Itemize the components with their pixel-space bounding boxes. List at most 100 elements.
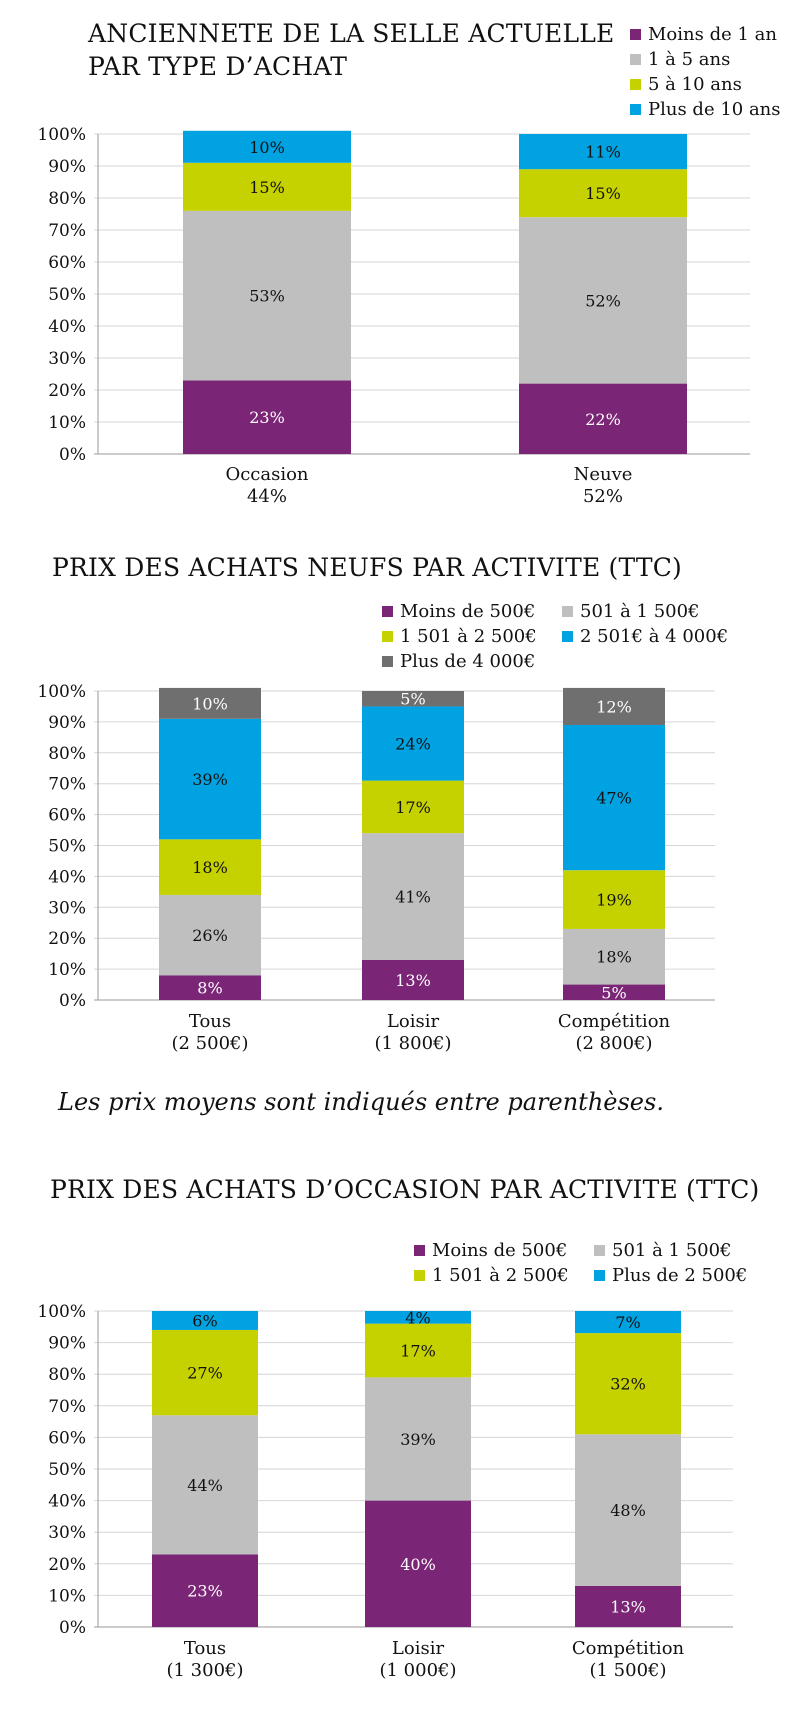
chart-title-line-2: PAR TYPE D’ACHAT <box>88 52 348 81</box>
legend-item: 501 à 1 500€ <box>562 599 700 624</box>
legend-item: 2 501€ à 4 000€ <box>562 624 728 649</box>
bar-segment <box>362 691 464 707</box>
data-label: 27% <box>187 1364 223 1383</box>
chart-anciennete: ANCIENNETE DE LA SELLE ACTUELLE PAR TYPE… <box>0 0 800 530</box>
legend-item: 501 à 1 500€ <box>594 1238 732 1263</box>
legend-item: Moins de 1 an <box>630 22 777 47</box>
x-tick-label: 52% <box>583 486 623 507</box>
data-label: 48% <box>610 1501 646 1520</box>
chart-title: PRIX DES ACHATS D’OCCASION PAR ACTIVITE … <box>50 1173 760 1206</box>
x-tick-label: (1 500€) <box>589 1660 666 1681</box>
legend-swatch <box>630 29 641 40</box>
bar-segment <box>362 780 464 834</box>
bar-segment <box>365 1323 471 1378</box>
y-tick-label: 100% <box>37 682 86 702</box>
bar-segment <box>159 839 261 895</box>
data-label: 41% <box>395 887 431 906</box>
data-label: 32% <box>610 1375 646 1394</box>
x-tick-label: Compétition <box>572 1638 685 1659</box>
chart-prix-neufs: PRIX DES ACHATS NEUFS PAR ACTIVITE (TTC)… <box>0 530 800 1110</box>
y-tick-label: 0% <box>59 991 86 1011</box>
bar-segment <box>159 975 261 1000</box>
legend-item: Plus de 4 000€ <box>382 649 535 674</box>
bar-segment <box>152 1554 258 1627</box>
chart-title-line-1: ANCIENNETE DE LA SELLE ACTUELLE <box>88 19 615 48</box>
data-label: 47% <box>596 789 632 808</box>
legend-item: 1 501 à 2 500€ <box>414 1263 569 1288</box>
data-label: 5% <box>400 690 425 709</box>
data-label: 10% <box>192 694 228 713</box>
legend-label: 5 à 10 ans <box>648 74 742 95</box>
data-label: 5% <box>601 983 626 1002</box>
legend-swatch <box>382 631 393 642</box>
x-tick-label: (2 500€) <box>171 1033 248 1054</box>
legend-item: Moins de 500€ <box>414 1238 567 1263</box>
y-tick-label: 90% <box>48 157 86 177</box>
legend-item: Moins de 500€ <box>382 599 535 624</box>
data-label: 15% <box>585 184 621 203</box>
chart-title: PRIX DES ACHATS NEUFS PAR ACTIVITE (TTC) <box>52 551 682 584</box>
y-tick-label: 90% <box>48 1334 86 1354</box>
bar-segment <box>519 383 687 454</box>
x-tick-label: 44% <box>247 486 287 507</box>
y-tick-label: 60% <box>48 806 86 826</box>
y-tick-label: 50% <box>48 1460 86 1480</box>
y-tick-label: 20% <box>48 929 86 949</box>
bar-segment <box>183 130 351 163</box>
x-tick-label: Tous <box>184 1638 226 1659</box>
y-tick-label: 100% <box>37 1302 86 1322</box>
data-label: 12% <box>596 697 632 716</box>
y-tick-label: 20% <box>48 381 86 401</box>
y-tick-label: 80% <box>48 189 86 209</box>
data-label: 24% <box>395 735 431 754</box>
bar-segment <box>365 1377 471 1501</box>
data-label: 26% <box>192 926 228 945</box>
legend-item: 5 à 10 ans <box>630 72 742 97</box>
y-tick-label: 40% <box>48 867 86 887</box>
chart-prix-occasion: PRIX DES ACHATS D’OCCASION PAR ACTIVITE … <box>0 1150 800 1727</box>
legend-label: 1 à 5 ans <box>648 49 731 70</box>
legend-label: Plus de 4 000€ <box>400 651 536 672</box>
bar-segment <box>183 380 351 454</box>
legend-label: Moins de 500€ <box>400 601 536 622</box>
bar-segment <box>362 706 464 781</box>
y-tick-label: 30% <box>48 898 86 918</box>
data-label: 23% <box>249 408 285 427</box>
y-tick-label: 0% <box>59 445 86 465</box>
x-tick-label: (1 000€) <box>379 1660 456 1681</box>
legend-swatch <box>414 1245 425 1256</box>
y-tick-label: 70% <box>48 221 86 241</box>
y-tick-label: 90% <box>48 713 86 733</box>
x-tick-label: Occasion <box>225 464 308 485</box>
legend-swatch <box>382 606 393 617</box>
chart-title-line-1: PRIX DES ACHATS D’OCCASION PAR ACTIVITE … <box>50 1175 760 1204</box>
bar-segment <box>575 1434 681 1586</box>
bar-segment <box>575 1585 681 1627</box>
data-label: 13% <box>610 1597 646 1616</box>
y-tick-label: 10% <box>48 413 86 433</box>
legend-swatch <box>414 1270 425 1281</box>
y-tick-label: 30% <box>48 1523 86 1543</box>
bar-segment <box>365 1311 471 1324</box>
bar-segment <box>159 687 261 719</box>
y-tick-label: 60% <box>48 1428 86 1448</box>
data-label: 11% <box>585 143 621 162</box>
legend-item: Plus de 10 ans <box>630 97 781 122</box>
y-tick-label: 70% <box>48 1397 86 1417</box>
bar-segment <box>575 1333 681 1435</box>
bar-segment <box>159 718 261 840</box>
bar-segment <box>152 1415 258 1555</box>
bar-segment <box>183 210 351 381</box>
bar-segment <box>563 687 665 725</box>
x-tick-label: Tous <box>189 1011 231 1032</box>
bar-segment <box>152 1329 258 1416</box>
y-tick-label: 10% <box>48 1586 86 1606</box>
data-label: 7% <box>615 1313 640 1332</box>
data-label: 6% <box>192 1311 217 1330</box>
legend-item: 1 501 à 2 500€ <box>382 624 537 649</box>
bar-segment <box>159 894 261 976</box>
legend-swatch <box>562 631 573 642</box>
data-label: 23% <box>187 1582 223 1601</box>
data-label: 22% <box>585 410 621 429</box>
chart-title-line-1: PRIX DES ACHATS NEUFS PAR ACTIVITE (TTC) <box>52 553 682 582</box>
